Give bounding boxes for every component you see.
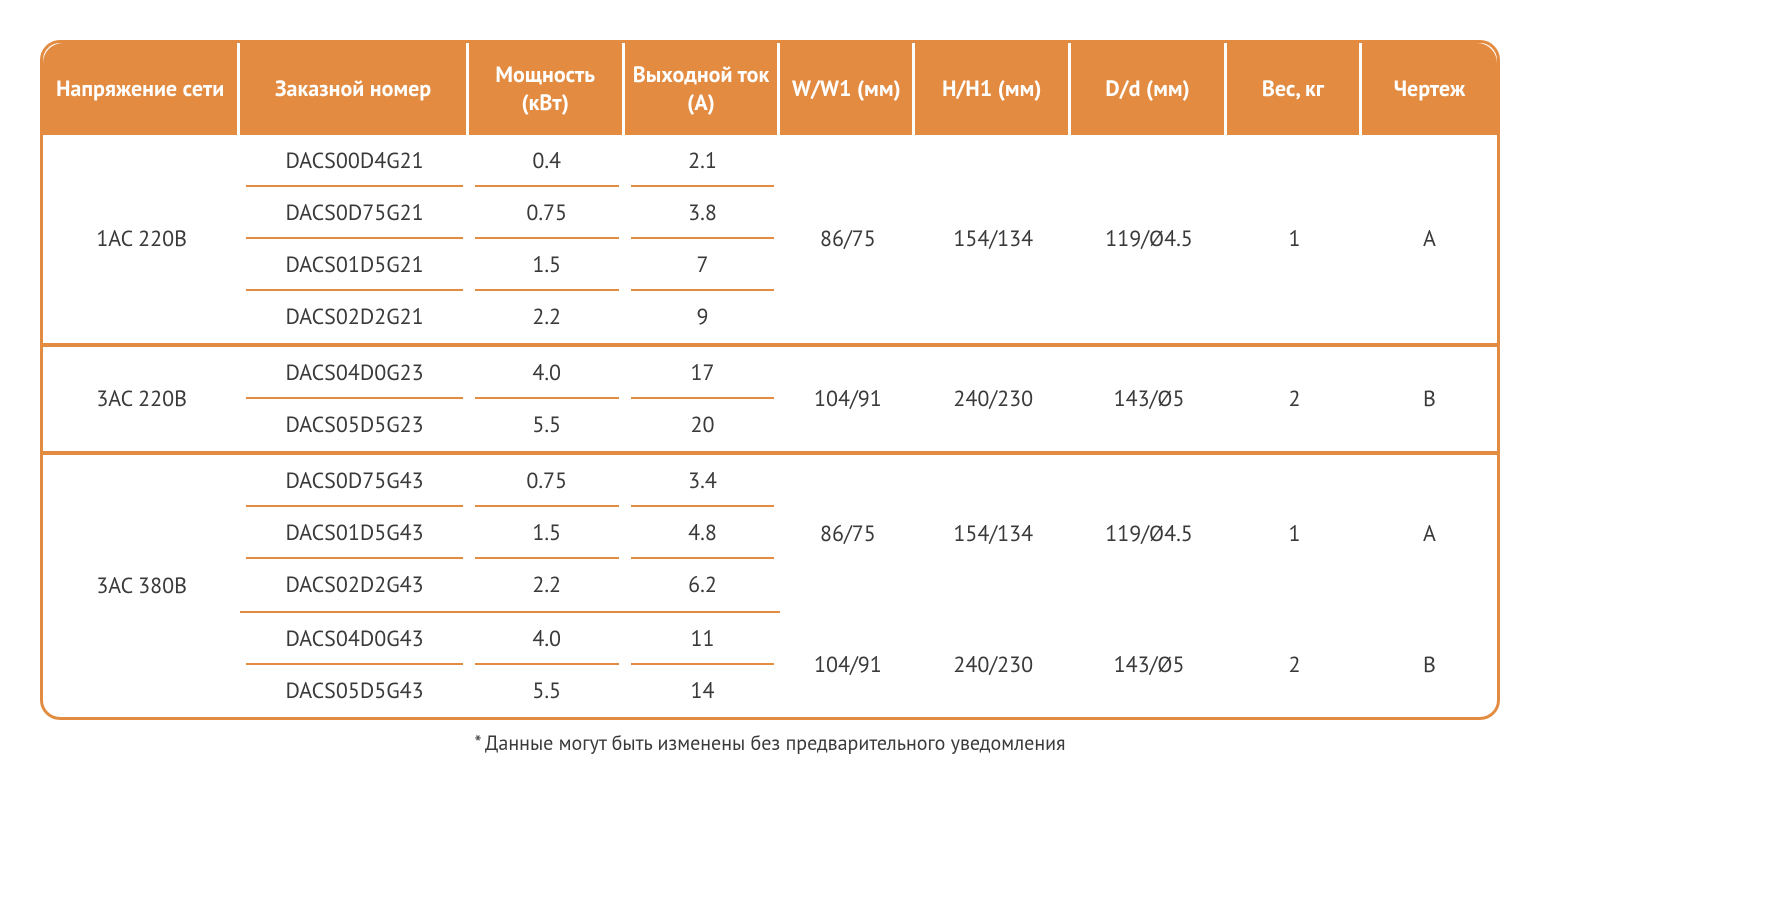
cell-w: 104/91 (780, 347, 915, 451)
cell-power: 1.5 (469, 507, 625, 559)
cell-weight: 2 (1227, 347, 1362, 451)
spec-table: Напряжение сетиЗаказной номерМощность (к… (43, 43, 1497, 717)
col-d: D/d (мм) (1071, 43, 1227, 135)
cell-order: DACS05D5G23 (240, 399, 468, 451)
cell-drawing: A (1362, 455, 1497, 613)
cell-current: 6.2 (625, 559, 781, 613)
cell-w: 86/75 (780, 135, 915, 343)
cell-power: 5.5 (469, 665, 625, 717)
cell-voltage: 1AC 220В (43, 135, 240, 343)
col-w: W/W1 (мм) (780, 43, 915, 135)
cell-power: 2.2 (469, 291, 625, 343)
table-header-row: Напряжение сетиЗаказной номерМощность (к… (43, 43, 1497, 135)
cell-d: 119/Ø4.5 (1071, 135, 1227, 343)
cell-power: 0.75 (469, 455, 625, 507)
spec-table-frame: Напряжение сетиЗаказной номерМощность (к… (40, 40, 1500, 720)
cell-current: 17 (625, 347, 781, 399)
table-row: DACS04D0G434.011104/91240/230143/Ø52B (43, 613, 1497, 665)
cell-order: DACS0D75G21 (240, 187, 468, 239)
cell-order: DACS04D0G23 (240, 347, 468, 399)
cell-voltage: 3AC 380В (43, 455, 240, 717)
cell-d: 119/Ø4.5 (1071, 455, 1227, 613)
cell-order: DACS02D2G21 (240, 291, 468, 343)
cell-order: DACS0D75G43 (240, 455, 468, 507)
table-row: 3AC 220ВDACS04D0G234.017104/91240/230143… (43, 347, 1497, 399)
cell-power: 2.2 (469, 559, 625, 613)
cell-current: 4.8 (625, 507, 781, 559)
col-drawing: Чертеж (1362, 43, 1497, 135)
cell-current: 9 (625, 291, 781, 343)
cell-h: 240/230 (915, 613, 1071, 717)
footnote: * Данные могут быть изменены без предвар… (40, 730, 1500, 756)
cell-drawing: A (1362, 135, 1497, 343)
cell-current: 2.1 (625, 135, 781, 187)
cell-current: 11 (625, 613, 781, 665)
cell-order: DACS01D5G43 (240, 507, 468, 559)
cell-power: 4.0 (469, 347, 625, 399)
cell-power: 5.5 (469, 399, 625, 451)
cell-weight: 2 (1227, 613, 1362, 717)
col-order: Заказной номер (240, 43, 468, 135)
col-voltage: Напряжение сети (43, 43, 240, 135)
cell-h: 154/134 (915, 135, 1071, 343)
cell-order: DACS05D5G43 (240, 665, 468, 717)
cell-power: 0.75 (469, 187, 625, 239)
col-h: H/H1 (мм) (915, 43, 1071, 135)
cell-h: 240/230 (915, 347, 1071, 451)
cell-order: DACS04D0G43 (240, 613, 468, 665)
cell-w: 86/75 (780, 455, 915, 613)
cell-power: 1.5 (469, 239, 625, 291)
cell-drawing: B (1362, 347, 1497, 451)
table-row: 3AC 380ВDACS0D75G430.753.486/75154/13411… (43, 455, 1497, 507)
cell-drawing: B (1362, 613, 1497, 717)
cell-current: 3.8 (625, 187, 781, 239)
col-weight: Вес, кг (1227, 43, 1362, 135)
cell-h: 154/134 (915, 455, 1071, 613)
cell-power: 4.0 (469, 613, 625, 665)
cell-d: 143/Ø5 (1071, 347, 1227, 451)
cell-d: 143/Ø5 (1071, 613, 1227, 717)
cell-voltage: 3AC 220В (43, 347, 240, 451)
cell-weight: 1 (1227, 455, 1362, 613)
col-current: Выходной ток (А) (625, 43, 781, 135)
cell-order: DACS01D5G21 (240, 239, 468, 291)
cell-w: 104/91 (780, 613, 915, 717)
cell-power: 0.4 (469, 135, 625, 187)
cell-current: 7 (625, 239, 781, 291)
cell-order: DACS02D2G43 (240, 559, 468, 613)
cell-current: 20 (625, 399, 781, 451)
cell-weight: 1 (1227, 135, 1362, 343)
table-row: 1AC 220ВDACS00D4G210.42.186/75154/134119… (43, 135, 1497, 187)
cell-current: 3.4 (625, 455, 781, 507)
cell-order: DACS00D4G21 (240, 135, 468, 187)
cell-current: 14 (625, 665, 781, 717)
col-power: Мощность (кВт) (469, 43, 625, 135)
